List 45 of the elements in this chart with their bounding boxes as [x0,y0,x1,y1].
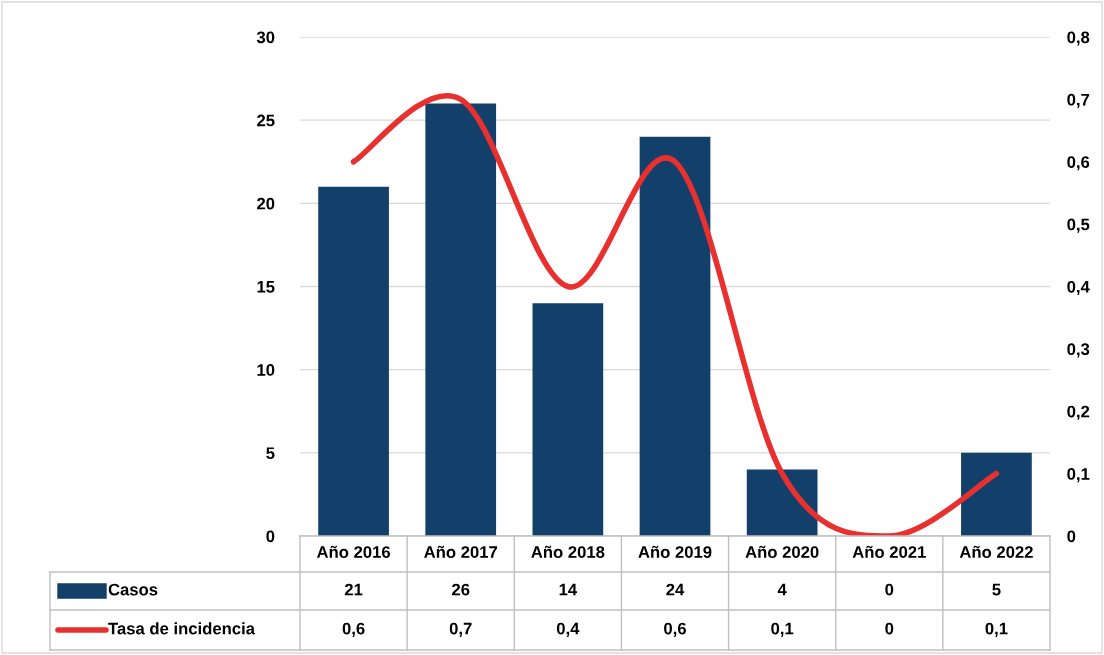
y2-tick-label: 0,8 [1067,31,1090,46]
y-tick-label: 20 [257,197,275,210]
bar [639,136,711,536]
x-tick-label: Año 2020 [745,545,819,558]
legend-label: Tasa de incidencia [108,622,256,635]
y-tick-label: 30 [256,31,275,44]
x-tick-label: Año 2018 [531,545,605,558]
data-label: 4 [777,583,787,596]
data-label: 0 [885,622,894,635]
bar [746,469,818,536]
data-label: 0,7 [449,622,472,637]
y-tick-label: 15 [257,281,275,293]
data-label: 21 [344,583,363,596]
data-label: 0,6 [342,622,365,637]
y-tick-label: 0 [266,530,275,543]
data-label: 0,4 [556,622,580,637]
x-tick-label: Año 2019 [638,545,712,558]
data-label: 26 [452,583,470,596]
data-label: 0,1 [985,622,1008,637]
data-label: 0,6 [664,622,686,637]
y-tick-label: 25 [257,114,275,127]
y2-tick-label: 0,5 [1067,218,1090,233]
y2-tick-label: 0,2 [1067,405,1090,420]
legend-label: Casos [108,583,158,596]
bar [961,452,1032,536]
data-label: 24 [666,583,685,596]
y-tick-label: 5 [266,447,275,460]
data-label: 0 [885,583,894,596]
x-tick-label: Año 2016 [316,545,391,558]
y2-tick-label: 0,4 [1067,280,1090,296]
y2-tick-label: 0,6 [1067,156,1090,171]
bar [318,186,389,536]
bar [425,103,497,536]
data-label: 5 [992,583,1001,596]
x-tick-label: Año 2017 [424,545,498,558]
data-label: 14 [559,583,578,596]
y2-tick-label: 0,7 [1067,93,1090,108]
x-tick-label: Año 2021 [852,545,926,558]
bar [532,303,604,536]
y2-tick-label: 0,3 [1067,343,1090,358]
y2-tick-label: 0,1 [1067,468,1090,483]
y-tick-label: 10 [257,364,275,376]
x-tick-label: Año 2022 [959,545,1033,558]
y2-tick-label: 0 [1067,530,1076,543]
data-label: 0,1 [771,622,794,637]
